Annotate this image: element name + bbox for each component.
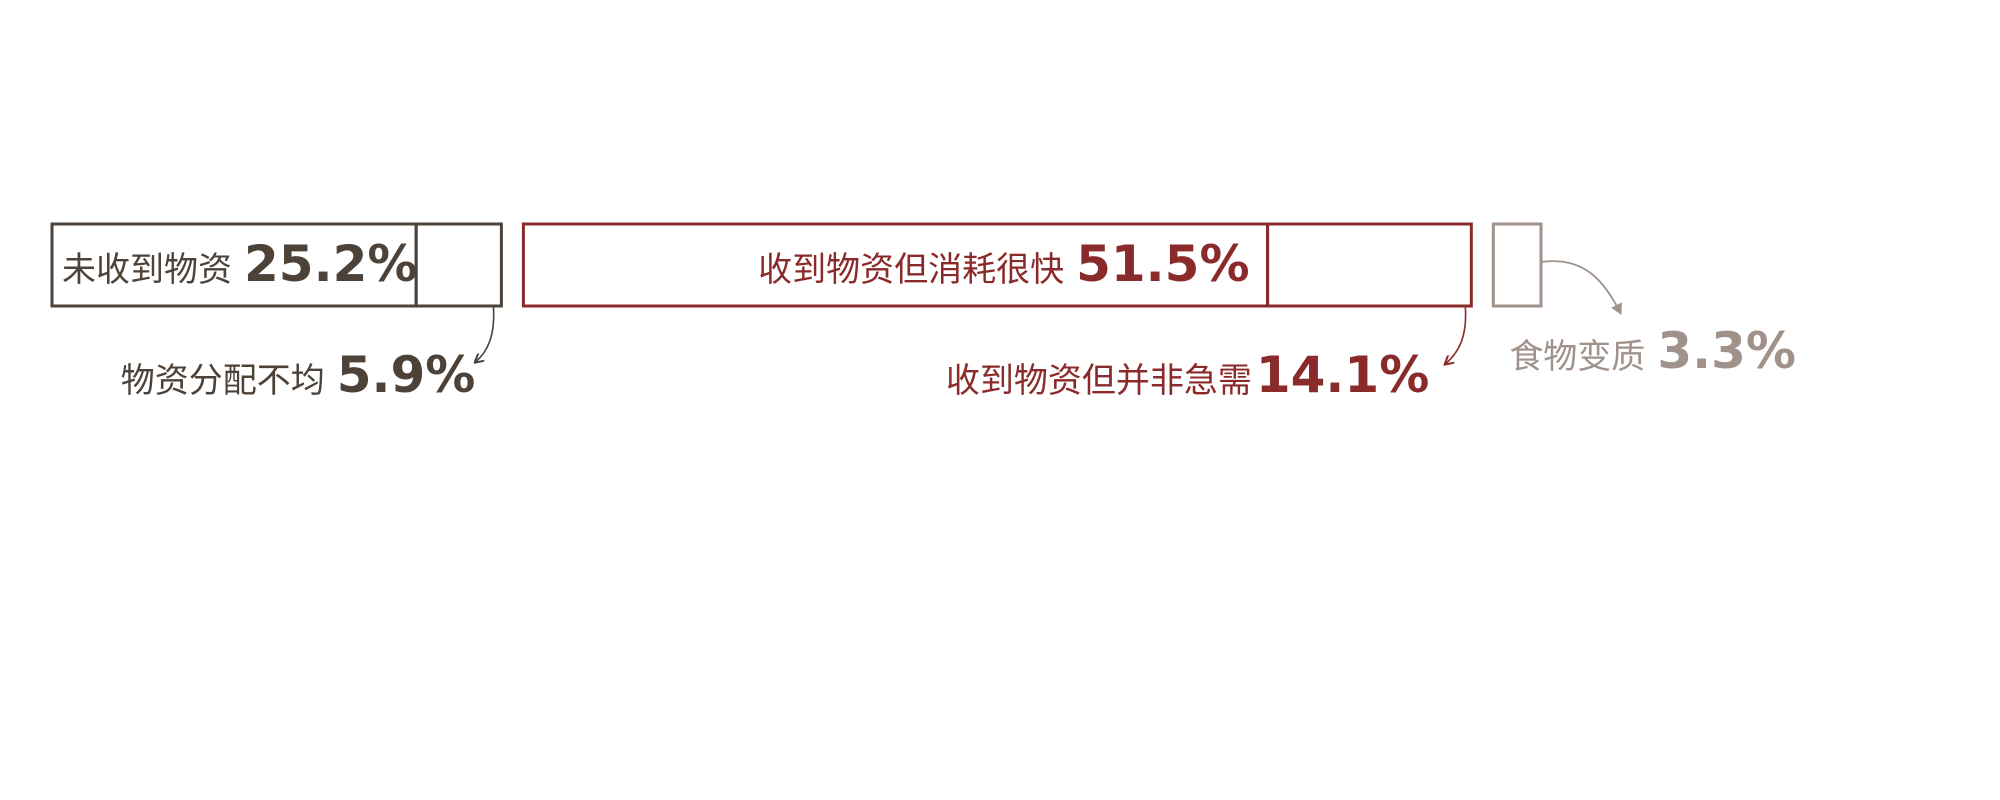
bar-segment-uneven-distribution [414,222,503,308]
value-label: 3.3% [1657,322,1796,380]
label-consumed-quickly: 收到物资但消耗很快 51.5% [758,235,1249,293]
category-label: 未收到物资 [62,250,232,290]
bar-segment-not-urgently-needed [1266,222,1473,308]
leader-arrow-not-urgently-needed [1445,305,1467,364]
category-label: 物资分配不均 [121,361,325,401]
value-label: 14.1% [1256,346,1429,404]
category-label: 收到物资但消耗很快 [758,250,1064,290]
value-label: 5.9% [337,346,476,404]
bar-segment-food-spoiled [1491,222,1543,308]
label-not-urgently-needed: 收到物资但并非急需14.1% [946,346,1429,404]
leader-arrow-uneven-distribution [475,305,495,362]
label-uneven-distribution: 物资分配不均 5.9% [121,346,476,404]
value-label: 25.2% [244,235,417,293]
category-label: 收到物资但并非急需 [946,361,1252,401]
label-not-received: 未收到物资 25.2% [62,235,417,293]
category-label: 食物变质 [1509,337,1645,377]
leader-arrow-food-spoiled [1540,260,1622,315]
label-food-spoiled: 食物变质 3.3% [1509,322,1796,380]
value-label: 51.5% [1076,235,1249,293]
